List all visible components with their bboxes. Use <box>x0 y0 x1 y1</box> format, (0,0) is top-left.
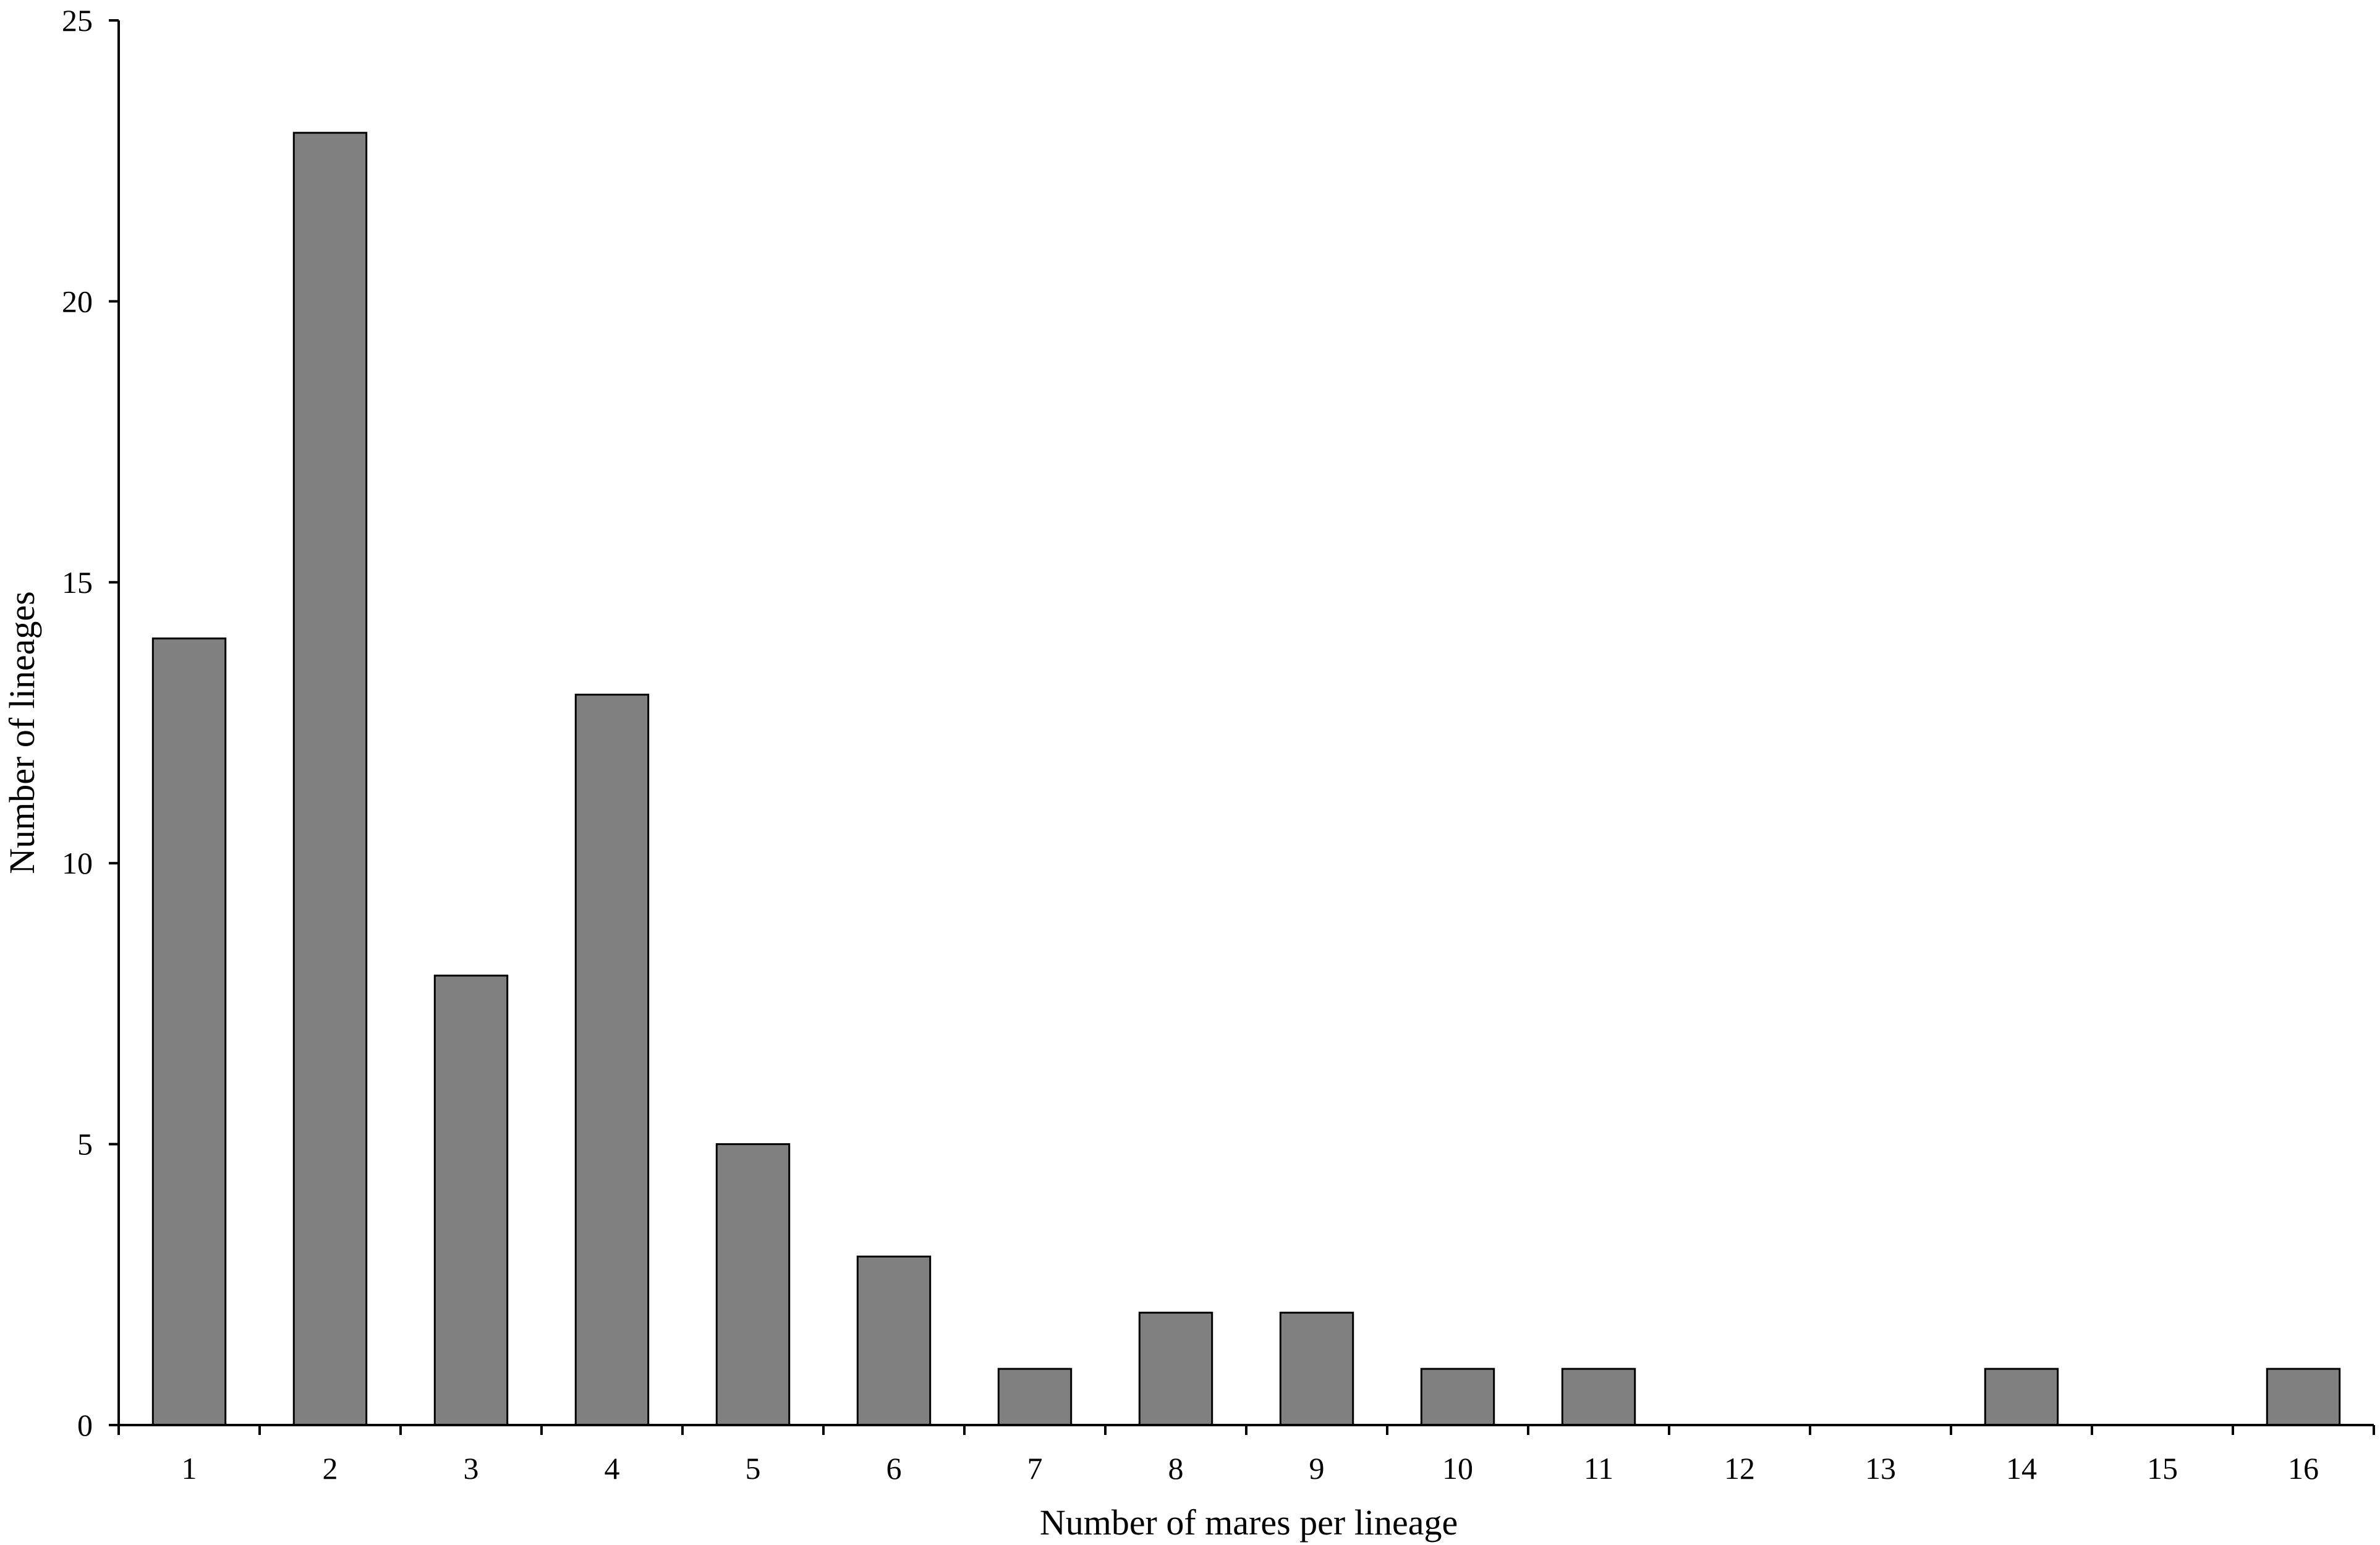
bar-1 <box>151 637 227 1426</box>
x-tick-label-4: 4 <box>605 1451 620 1486</box>
y-tick-label-20: 20 <box>62 284 93 318</box>
x-axis-title: Number of mares per lineage <box>1040 1502 1458 1543</box>
x-tick-label-7: 7 <box>1027 1451 1043 1486</box>
bar-11 <box>1561 1368 1636 1426</box>
y-axis-title: Number of lineages <box>2 591 42 874</box>
x-tick-label-12: 12 <box>1724 1451 1755 1486</box>
x-tick-label-6: 6 <box>886 1451 902 1486</box>
x-tick-label-15: 15 <box>2147 1451 2178 1486</box>
x-tick-label-8: 8 <box>1168 1451 1184 1486</box>
x-tick-label-10: 10 <box>1442 1451 1473 1486</box>
x-tick-label-3: 3 <box>464 1451 479 1486</box>
x-tick-label-5: 5 <box>746 1451 761 1486</box>
y-tick-label-0: 0 <box>77 1408 93 1442</box>
y-tick-label-25: 25 <box>62 3 93 38</box>
bar-2 <box>292 132 368 1426</box>
bar-4 <box>574 694 650 1426</box>
x-tick-label-2: 2 <box>323 1451 338 1486</box>
bar-10 <box>1420 1368 1495 1426</box>
bar-14 <box>1984 1368 2059 1426</box>
x-tick-label-16: 16 <box>2288 1451 2319 1486</box>
bar-7 <box>997 1368 1073 1426</box>
bars-group <box>151 132 2341 1426</box>
bar-5 <box>715 1143 791 1426</box>
bar-6 <box>856 1255 932 1426</box>
x-tick-label-9: 9 <box>1309 1451 1325 1486</box>
bar-8 <box>1138 1311 1213 1426</box>
x-tick-label-13: 13 <box>1865 1451 1896 1486</box>
y-axis: 0 5 10 15 20 25 <box>62 3 120 1442</box>
bar-16 <box>2266 1368 2341 1426</box>
x-tick-label-1: 1 <box>182 1451 197 1486</box>
bar-9 <box>1279 1311 1354 1426</box>
y-tick-label-10: 10 <box>62 846 93 880</box>
x-tick-label-14: 14 <box>2006 1451 2037 1486</box>
y-tick-label-15: 15 <box>62 565 93 600</box>
y-tick-label-5: 5 <box>77 1127 93 1162</box>
x-axis: 1 2 3 4 5 6 7 8 9 10 11 12 13 14 15 16 <box>117 1424 2375 1486</box>
bar-3 <box>433 974 509 1426</box>
x-tick-label-11: 11 <box>1584 1451 1613 1486</box>
